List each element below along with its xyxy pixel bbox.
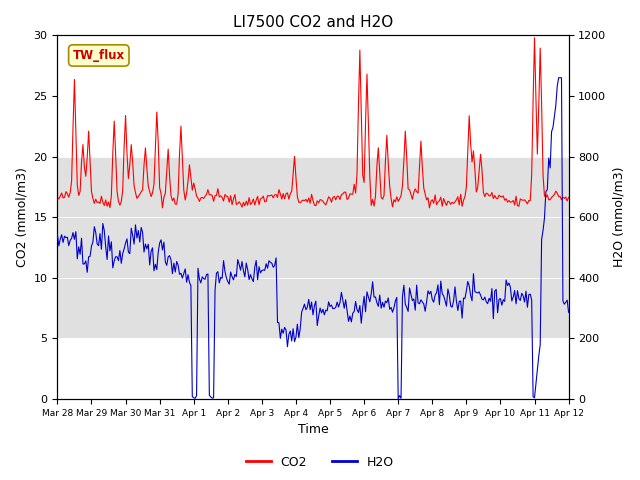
X-axis label: Time: Time	[298, 423, 328, 436]
Y-axis label: H2O (mmol/m3): H2O (mmol/m3)	[612, 167, 625, 267]
Text: TW_flux: TW_flux	[73, 49, 125, 62]
Bar	[58, 156, 568, 338]
Y-axis label: CO2 (mmol/m3): CO2 (mmol/m3)	[15, 167, 28, 267]
Title: LI7500 CO2 and H2O: LI7500 CO2 and H2O	[233, 15, 393, 30]
Legend: CO2, H2O: CO2, H2O	[241, 451, 399, 474]
